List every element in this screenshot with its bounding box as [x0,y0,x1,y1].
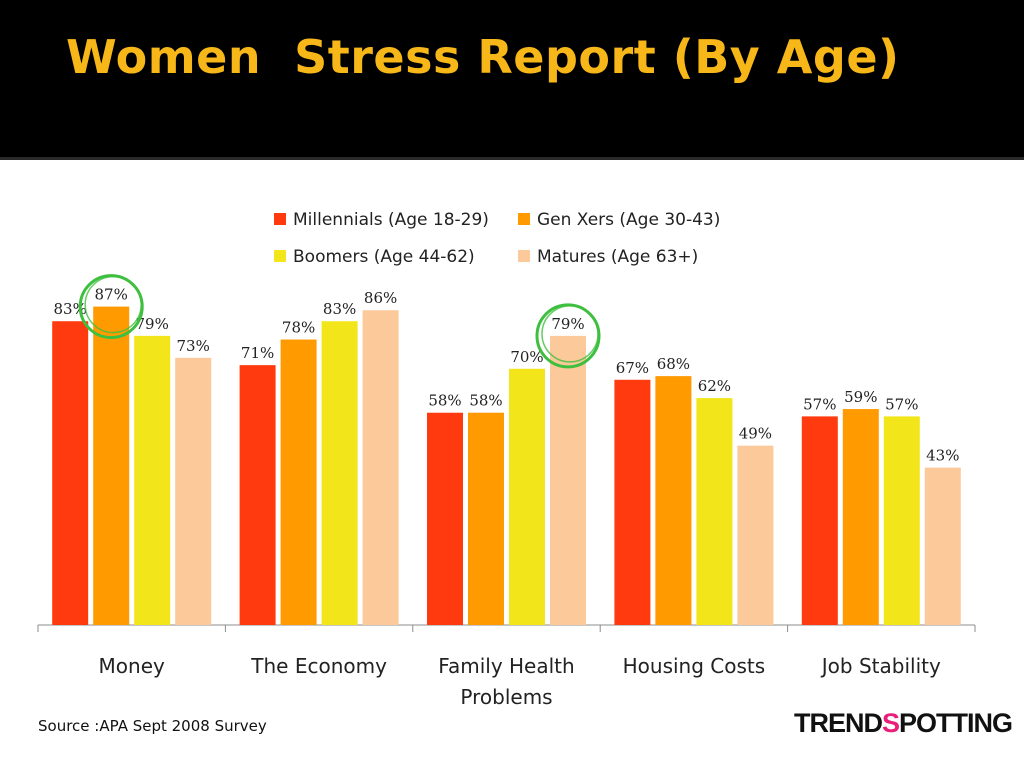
data-label-housing-costs-matures-age-63: 49% [739,425,772,443]
bar-money-gen-xers-age-30-43 [93,306,130,625]
highlight-circle [78,274,144,340]
data-label-the-economy-boomers-age-44-62: 83% [323,300,356,318]
bar-money-millennials-age-18-29 [52,321,89,625]
data-label-money-gen-xers-age-30-43: 87% [95,286,128,304]
bar-the-economy-matures-age-63 [362,310,399,625]
legend-swatch-millennials-age-18-29 [274,213,286,225]
data-label-job-stability-millennials-age-18-29: 57% [803,395,836,413]
slide-title: Women Stress Report (By Age) [66,30,900,84]
bar-family-health-problems-gen-xers-age-30-43 [468,412,504,625]
bar-money-matures-age-63 [175,357,212,625]
data-label-job-stability-gen-xers-age-30-43: 59% [844,388,877,406]
data-label-housing-costs-millennials-age-18-29: 67% [616,359,649,377]
bar-family-health-problems-matures-age-63 [550,335,586,625]
bar-housing-costs-gen-xers-age-30-43 [655,376,692,625]
data-label-housing-costs-boomers-age-44-62: 62% [698,377,731,395]
source-note: Source :APA Sept 2008 Survey [38,717,267,735]
data-label-job-stability-matures-age-63: 43% [926,447,959,465]
data-label-family-health-problems-boomers-age-44-62: 70% [510,348,543,366]
bar-money-boomers-age-44-62 [134,335,171,625]
bar-the-economy-millennials-age-18-29 [239,365,276,625]
bar-family-health-problems-boomers-age-44-62 [509,368,545,625]
data-label-the-economy-millennials-age-18-29: 71% [241,344,274,362]
category-label-housing-costs: Housing Costs [623,654,766,678]
bar-job-stability-matures-age-63 [924,467,961,625]
data-label-the-economy-matures-age-63: 86% [364,289,397,307]
highlight-circle [535,303,601,369]
title-bar: Women Stress Report (By Age) [0,0,1024,160]
data-label-job-stability-boomers-age-44-62: 57% [885,395,918,413]
data-label-money-matures-age-63: 73% [177,337,210,355]
category-label-the-economy: The Economy [250,654,387,678]
bar-housing-costs-millennials-age-18-29 [614,379,651,625]
legend-label-boomers-age-44-62: Boomers (Age 44-62) [293,247,475,267]
bar-housing-costs-boomers-age-44-62 [696,398,733,625]
category-label-family-health-problems: Problems [460,685,552,709]
data-label-housing-costs-gen-xers-age-30-43: 68% [657,355,690,373]
bar-job-stability-boomers-age-44-62 [883,416,920,625]
bar-job-stability-gen-xers-age-30-43 [842,409,879,625]
data-label-the-economy-gen-xers-age-30-43: 78% [282,319,315,337]
data-label-family-health-problems-matures-age-63: 79% [551,315,584,333]
highlight-circle-inner [541,305,599,363]
legend-label-gen-xers-age-30-43: Gen Xers (Age 30-43) [537,210,720,230]
bar-the-economy-gen-xers-age-30-43 [280,339,317,625]
legend-label-matures-age-63: Matures (Age 63+) [537,247,698,267]
trendspotting-logo: TRENDSPOTTING [794,708,1013,738]
category-label-job-stability: Job Stability [820,654,941,678]
legend-label-millennials-age-18-29: Millennials (Age 18-29) [293,210,489,230]
highlight-circle-inner [84,275,142,334]
title-divider [0,157,1024,160]
bar-housing-costs-matures-age-63 [737,445,774,625]
data-label-money-millennials-age-18-29: 83% [54,300,87,318]
bar-job-stability-millennials-age-18-29 [801,416,838,625]
legend-swatch-boomers-age-44-62 [274,250,286,262]
category-label-family-health-problems: Family Health [438,654,574,678]
bar-family-health-problems-millennials-age-18-29 [427,412,463,625]
legend-swatch-matures-age-63 [518,250,530,262]
data-label-family-health-problems-millennials-age-18-29: 58% [428,392,461,410]
bar-the-economy-boomers-age-44-62 [321,321,358,625]
data-label-family-health-problems-gen-xers-age-30-43: 58% [469,392,502,410]
legend-swatch-gen-xers-age-30-43 [518,213,530,225]
data-label-money-boomers-age-44-62: 79% [136,315,169,333]
category-label-money: Money [99,654,165,678]
